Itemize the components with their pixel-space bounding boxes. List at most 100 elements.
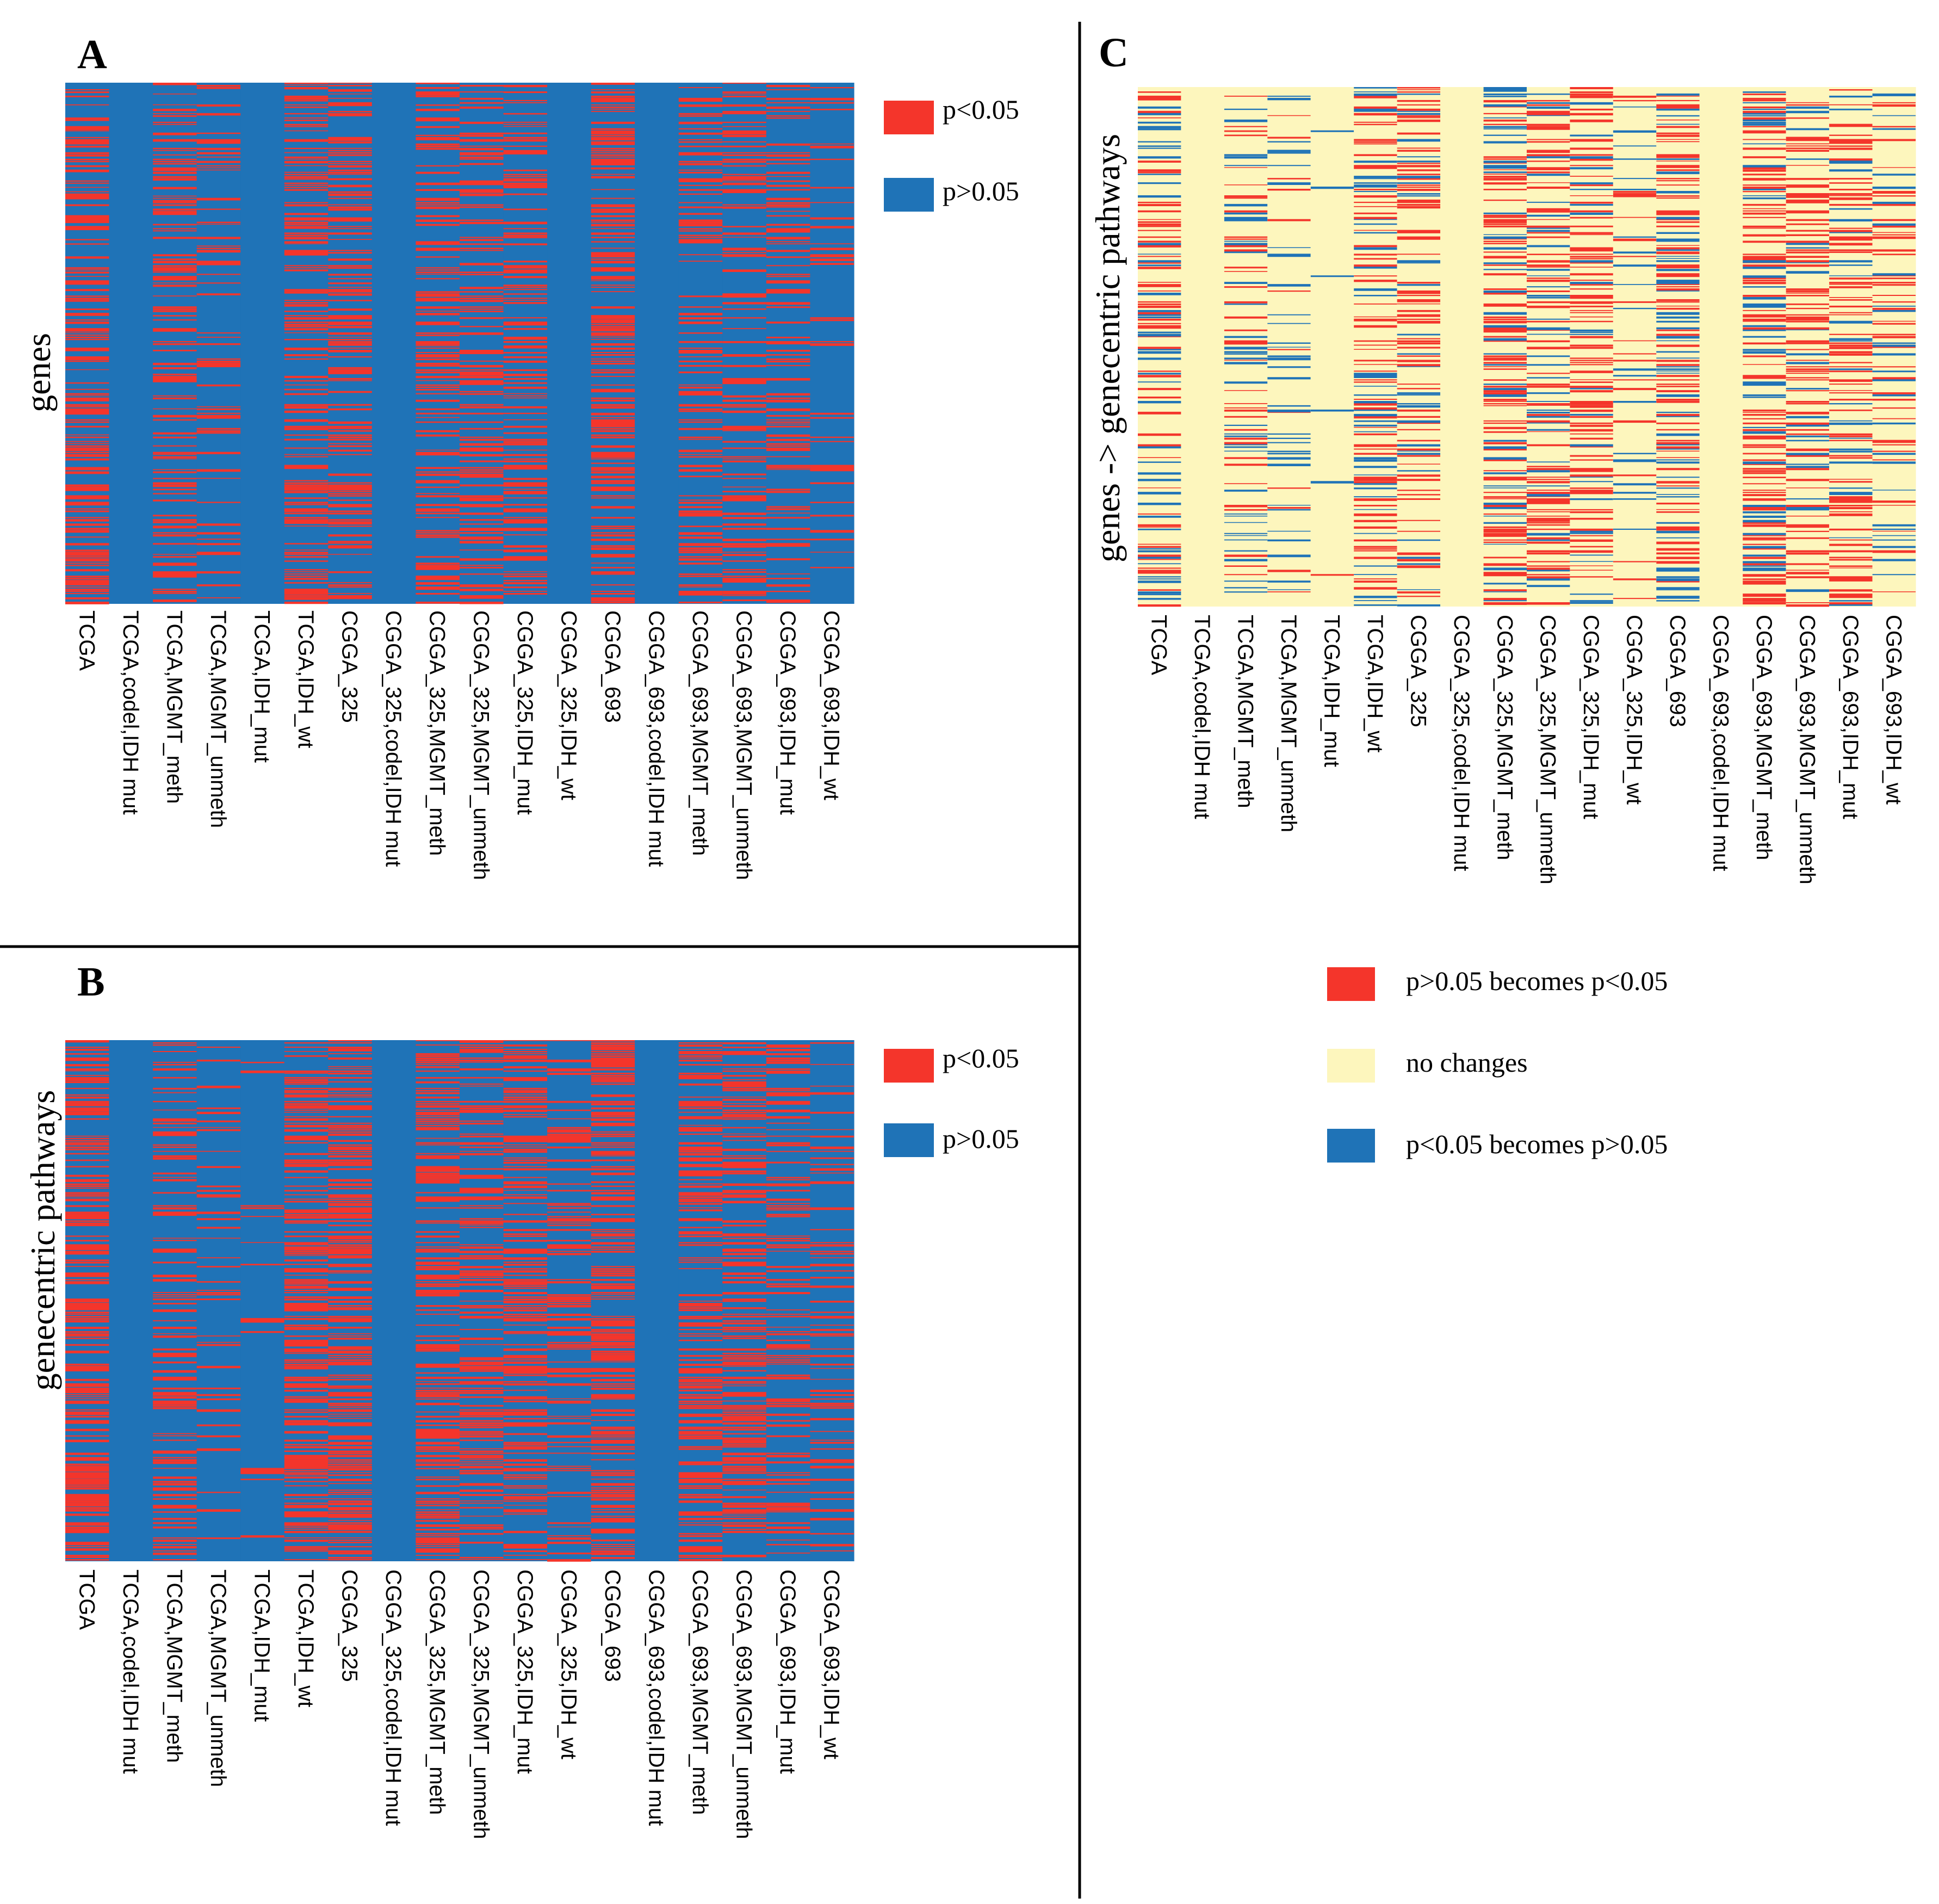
heatmap-c-column-8 xyxy=(1483,87,1527,607)
heatmap-c-cells-red-16 xyxy=(1829,89,1873,605)
tick-label-c-4: TCGA,IDH_mut xyxy=(1320,615,1344,767)
tick-label-b-17: CGGA_693,IDH_wt xyxy=(820,1569,844,1759)
tick-labels-c: TCGA TCGA,codel,IDH mut TCGA,MGMT_meth TCGA… xyxy=(1147,615,1906,885)
tick-label-a-4: TCGA,IDH_mut xyxy=(250,610,274,763)
heatmap-b-cells-red-11 xyxy=(547,1040,591,1562)
tick-label-c-5: TCGA,IDH_wt xyxy=(1363,615,1387,752)
heatmap-c-cells-red-9 xyxy=(1527,100,1570,605)
heatmap-b-column-3 xyxy=(196,1040,241,1561)
legend-c-swatch-becomes-nonsignificant xyxy=(1327,1129,1375,1163)
heatmap-a-cells-red-14 xyxy=(678,87,723,603)
heatmap-b-column-8 xyxy=(416,1040,460,1561)
legend-c-label-no-change: no changes xyxy=(1406,1047,1528,1078)
tick-label-a-17: CGGA_693,IDH_wt xyxy=(820,610,844,800)
heatmap-c-column-4 xyxy=(1310,87,1354,607)
tick-label-b-12: CGGA_693 xyxy=(600,1569,624,1682)
tick-label-a-14: CGGA_693,MGMT_meth xyxy=(688,610,712,856)
heatmap-b-column-1 xyxy=(109,1040,153,1561)
heatmap-b-column-13 xyxy=(635,1040,679,1561)
heatmap-c-cells-red-11 xyxy=(1613,95,1657,599)
heatmap-a xyxy=(65,83,854,604)
ylabel-b: genecentric pathways xyxy=(23,1090,62,1391)
legend-c-swatch-becomes-significant xyxy=(1327,967,1375,1001)
ylabel-a: genes xyxy=(19,333,58,412)
heatmap-a-column-11 xyxy=(547,83,592,604)
heatmap-a-cells-red-15 xyxy=(722,83,766,601)
legend-a-swatch-nonsignificant xyxy=(884,178,934,212)
heatmap-c-cells-blue-2 xyxy=(1224,108,1268,593)
tick-label-c-12: CGGA_693 xyxy=(1665,615,1689,727)
tick-label-a-0: TCGA xyxy=(75,610,98,671)
legend-c-swatch-no-change xyxy=(1327,1049,1375,1083)
tick-label-a-3: TCGA,MGMT_unmeth xyxy=(206,610,230,828)
legend-c-label-becomes-significant: p>0.05 becomes p<0.05 xyxy=(1406,966,1668,996)
heatmap-a-cells-red-8 xyxy=(416,83,460,604)
tick-label-b-0: TCGA xyxy=(75,1569,98,1630)
tick-label-a-13: CGGA_693,codel,IDH mut xyxy=(645,610,668,867)
heatmap-b-column-7 xyxy=(371,1040,417,1561)
heatmap-b-cells-red-16 xyxy=(766,1044,810,1554)
tick-label-b-14: CGGA_693,MGMT_meth xyxy=(688,1569,712,1815)
tick-label-c-15: CGGA_693,MGMT_unmeth xyxy=(1795,615,1819,885)
tick-label-a-9: CGGA_325,MGMT_unmeth xyxy=(469,610,493,880)
tick-label-b-5: TCGA,IDH_wt xyxy=(294,1569,318,1707)
heatmap-b-cells-red-9 xyxy=(460,1040,504,1560)
heatmap-a-cells-red-0 xyxy=(65,89,109,604)
tick-label-c-13: CGGA_693,codel,IDH mut xyxy=(1709,615,1733,871)
panel-label-a: A xyxy=(77,32,107,77)
tick-label-a-12: CGGA_693 xyxy=(600,610,624,723)
tick-label-c-1: TCGA,codel,IDH mut xyxy=(1190,615,1214,819)
tick-label-a-1: TCGA,codel,IDH mut xyxy=(119,610,143,815)
heatmap-b-column-2 xyxy=(153,1040,197,1561)
tick-label-c-3: TCGA,MGMT_unmeth xyxy=(1277,615,1300,832)
tick-labels-b: TCGA TCGA,codel,IDH mut TCGA,MGMT_meth TCGA… xyxy=(75,1569,843,1839)
heatmap-c-column-11 xyxy=(1613,87,1657,607)
heatmap-b-cells-red-8 xyxy=(416,1040,460,1560)
heatmap-b-cells-red-0 xyxy=(65,1040,109,1561)
tick-label-c-17: CGGA_693,IDH_wt xyxy=(1881,615,1905,805)
panel-label-c: C xyxy=(1099,30,1129,76)
tick-label-b-2: TCGA,MGMT_meth xyxy=(162,1569,186,1763)
heatmap-c-cells-red-10 xyxy=(1570,87,1613,578)
legend-a: p<0.05 p>0.05 xyxy=(884,94,1019,212)
tick-label-c-9: CGGA_325,MGMT_unmeth xyxy=(1536,615,1560,885)
legend-a-swatch-significant xyxy=(884,101,934,134)
heatmap-a-cells-red-3 xyxy=(196,85,241,598)
tick-label-c-16: CGGA_693,IDH_mut xyxy=(1838,615,1862,819)
heatmap-a-column-13 xyxy=(635,83,679,604)
legend-c: p>0.05 becomes p<0.05 no changes p<0.05 … xyxy=(1327,966,1668,1163)
heatmap-c-column-15 xyxy=(1786,87,1830,607)
heatmap-c-column-1 xyxy=(1181,87,1225,607)
heatmap-b-cells-red-6 xyxy=(328,1040,372,1561)
tick-label-a-15: CGGA_693,MGMT_unmeth xyxy=(732,610,756,880)
heatmap-c-cells-red-0 xyxy=(1138,91,1181,607)
heatmap-c-cells-red-4 xyxy=(1310,574,1354,576)
panel-label-b: B xyxy=(77,959,105,1005)
tick-label-b-10: CGGA_325,IDH_mut xyxy=(513,1569,537,1774)
tick-label-b-8: CGGA_325,MGMT_meth xyxy=(425,1569,449,1815)
tick-label-b-7: CGGA_325,codel,IDH mut xyxy=(381,1569,405,1826)
tick-label-a-5: TCGA,IDH_wt xyxy=(294,610,318,748)
legend-b-label-significant: p<0.05 xyxy=(943,1043,1019,1073)
tick-label-c-0: TCGA xyxy=(1147,615,1171,675)
heatmap-a-column-14 xyxy=(678,83,723,604)
tick-label-b-6: CGGA_325 xyxy=(338,1569,362,1682)
heatmap-c-cells-red-17 xyxy=(1872,102,1916,592)
heatmap-a-column-4 xyxy=(240,83,285,604)
heatmap-b-cells-red-3 xyxy=(196,1047,241,1540)
heatmap-c-cells-blue-8 xyxy=(1483,87,1527,602)
heatmap-a-cells-red-10 xyxy=(503,85,548,595)
heatmap-a-cells-red-5 xyxy=(284,83,329,604)
tick-labels-a: TCGA TCGA,codel,IDH mut TCGA,MGMT_meth TCGA… xyxy=(75,610,843,880)
heatmap-c-column-7 xyxy=(1440,87,1484,607)
heatmap-b-column-4 xyxy=(240,1040,285,1561)
tick-label-a-10: CGGA_325,IDH_mut xyxy=(513,610,537,815)
legend-b-label-nonsignificant: p>0.05 xyxy=(943,1123,1019,1154)
legend-b-swatch-nonsignificant xyxy=(884,1123,934,1157)
heatmap-c-cells-blue-0 xyxy=(1138,106,1181,600)
heatmap-b-cells-red-10 xyxy=(503,1040,548,1560)
heatmap-a-cells-red-16 xyxy=(766,85,810,603)
heatmap-c-column-13 xyxy=(1699,87,1743,607)
legend-c-label-becomes-nonsignificant: p<0.05 becomes p>0.05 xyxy=(1406,1129,1668,1159)
heatmap-c-cells-red-6 xyxy=(1397,87,1441,597)
